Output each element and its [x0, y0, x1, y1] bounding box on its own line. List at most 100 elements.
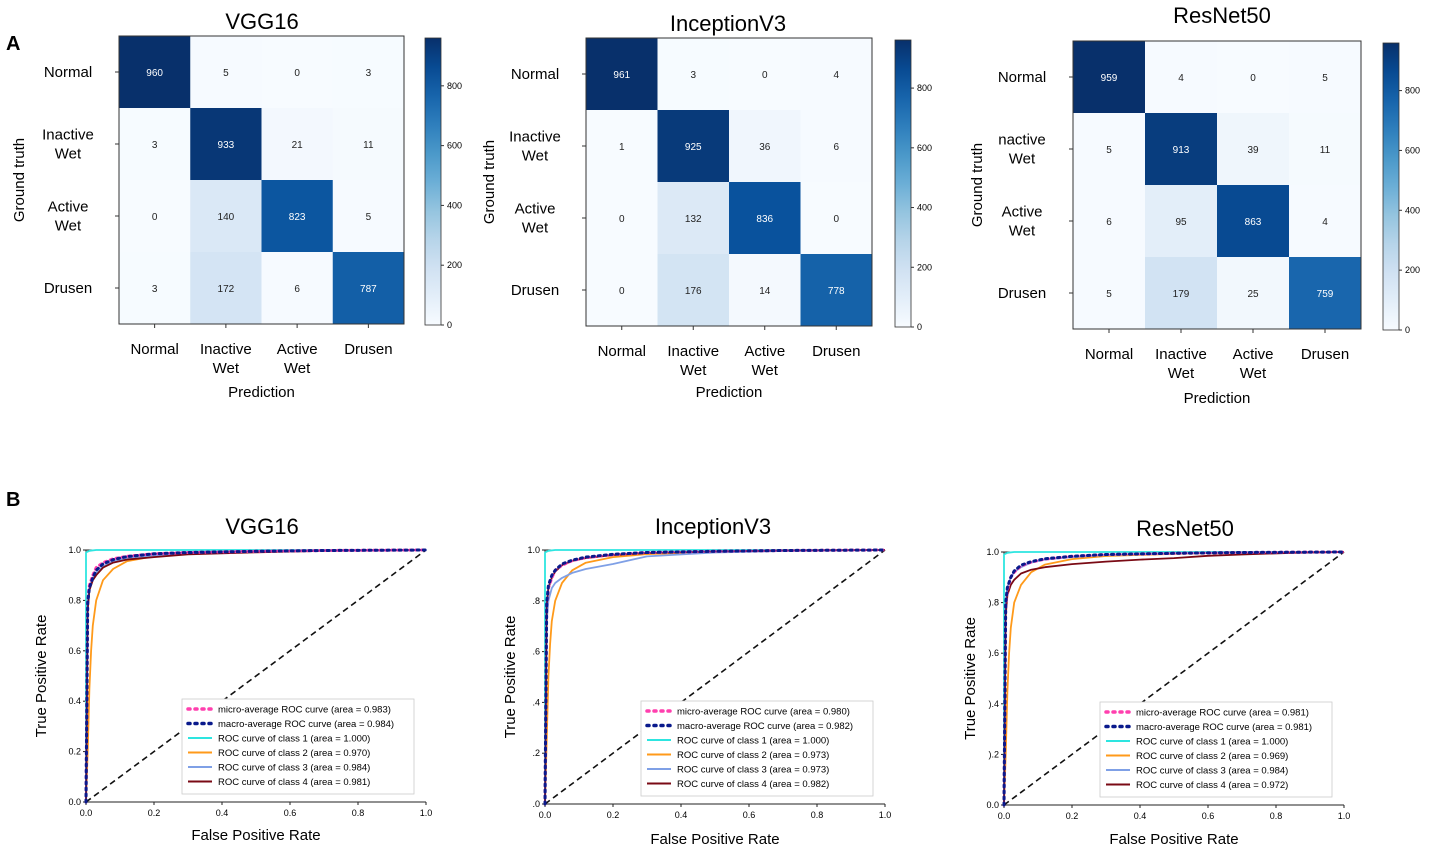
roc-chart-1: InceptionV3 0.0 0.2 0.4 0.6 0.8 1.0 .0 .2 .4 .6 .8 1… [502, 514, 891, 848]
legend-entry-label: micro-average ROC curve (area = 0.983) [218, 705, 391, 716]
y-tick-label: Normal [998, 69, 1046, 86]
colorbar-tick-label: 400 [447, 200, 462, 210]
y-tick-label: nactive [998, 132, 1046, 149]
chance-diagonal-line [1003, 551, 1345, 806]
x-tick-label: 1.0 [879, 810, 892, 820]
heatmap-cell [657, 110, 730, 183]
y-tick-label: Drusen [44, 280, 92, 297]
cell-value-label: 36 [759, 142, 771, 153]
y-axis-label: True Positive Rate [502, 616, 519, 739]
chart-title: ResNet50 [1173, 3, 1271, 28]
cell-value-label: 0 [833, 214, 839, 225]
x-tick-label: 0.2 [607, 810, 620, 820]
x-tick-label: 0.8 [811, 810, 824, 820]
legend-entry-label: micro-average ROC curve (area = 0.980) [677, 707, 850, 718]
y-tick-label: 1.0 [68, 545, 81, 555]
y-tick-label: Active [515, 201, 556, 218]
colorbar-tick-label: 0 [447, 320, 452, 330]
legend-entry-label: ROC curve of class 2 (area = 0.970) [218, 748, 370, 759]
x-tick-label: Wet [680, 362, 707, 379]
colorbar-tick-label: 600 [1405, 145, 1420, 155]
panel-label-b: B [6, 489, 20, 511]
legend-entry-label: ROC curve of class 3 (area = 0.973) [677, 765, 829, 776]
cell-value-label: 1 [619, 142, 625, 153]
y-tick-label: Wet [522, 220, 549, 237]
y-tick-label: ).4 [988, 699, 999, 709]
x-tick-label: Inactive [200, 341, 252, 358]
charts-group: 960 5 0 33 933 21 110 140 823 53 172 6 787VGG16Norma… [11, 3, 1420, 848]
roc-series-line [85, 549, 426, 802]
heatmap-cell [800, 38, 873, 111]
y-axis-label: True Positive Rate [33, 615, 50, 738]
colorbar [424, 37, 442, 326]
legend-box [181, 698, 415, 795]
heatmap-cell [190, 180, 262, 253]
x-tick-label: 0.8 [1270, 811, 1283, 821]
y-tick-label: 0.8 [68, 595, 81, 605]
cell-value-label: 959 [1101, 73, 1118, 84]
y-tick-label: Wet [1009, 223, 1036, 240]
heatmap-cell [1217, 41, 1290, 114]
heatmap-cell [1073, 113, 1146, 186]
cell-value-label: 179 [1173, 289, 1190, 300]
colorbar [1382, 42, 1400, 331]
x-axis-label: Prediction [696, 384, 763, 401]
colorbar-tick-label: 200 [917, 262, 932, 272]
cell-value-label: 4 [1178, 73, 1184, 84]
x-tick-label: 0.6 [743, 810, 756, 820]
heatmap-cell [190, 108, 262, 181]
roc-chart-2: ResNet50 0.0 0.2 0.4 0.6 0.8 1.0 0.0).2).4).6).… [962, 516, 1350, 848]
heatmap-cell [1289, 113, 1362, 186]
cell-value-label: 961 [613, 70, 630, 81]
cell-value-label: 11 [363, 140, 374, 151]
colorbar-tick-label: 200 [1405, 265, 1420, 275]
colorbar-tick-label: 200 [447, 260, 462, 270]
legend-box [1099, 701, 1333, 798]
legend-box [640, 700, 874, 797]
cell-value-label: 21 [292, 140, 304, 151]
heatmap-frame [118, 35, 405, 325]
legend-entry-label: macro-average ROC curve (area = 0.981) [1136, 722, 1312, 733]
heatmap-cell [729, 182, 801, 255]
legend-entry-label: macro-average ROC curve (area = 0.984) [218, 719, 394, 730]
y-tick-label: 0.0 [986, 800, 999, 810]
heatmap-cell [332, 108, 405, 181]
x-tick-label: Wet [284, 360, 311, 377]
heatmap-cell [261, 108, 334, 181]
y-tick-label: Drusen [998, 285, 1046, 302]
legend-entry-label: ROC curve of class 1 (area = 1.000) [218, 734, 370, 745]
heatmap-cell [729, 254, 801, 327]
cell-value-label: 960 [146, 68, 163, 79]
roc-series-line [543, 548, 887, 806]
heatmap-cell [657, 38, 730, 111]
heatmap-cell [119, 252, 191, 325]
y-axis-label: Ground truth [969, 143, 986, 227]
chart-title: InceptionV3 [670, 11, 786, 36]
legend-entry-label: ROC curve of class 4 (area = 0.981) [218, 777, 370, 788]
y-tick-label: 0.6 [68, 646, 81, 656]
cell-value-label: 95 [1175, 217, 1187, 228]
y-tick-label: Active [48, 199, 89, 216]
y-tick-label: Wet [1009, 151, 1036, 168]
cell-value-label: 0 [1250, 73, 1256, 84]
heatmap-cell [586, 38, 658, 111]
cell-value-label: 925 [685, 142, 702, 153]
x-tick-label: 0.2 [148, 808, 161, 818]
roc-series-line [1002, 550, 1346, 807]
x-tick-label: Active [1233, 346, 1274, 363]
colorbar-tick-label: 400 [917, 203, 932, 213]
x-tick-label: Normal [598, 343, 646, 360]
cell-value-label: 5 [223, 68, 229, 79]
y-tick-label: Wet [55, 218, 82, 235]
x-tick-label: Wet [213, 360, 240, 377]
cell-value-label: 823 [289, 212, 306, 223]
y-tick-label: Inactive [42, 127, 94, 144]
x-tick-label: Inactive [667, 343, 719, 360]
y-tick-label: .4 [532, 697, 540, 707]
roc-series-line [84, 548, 428, 804]
x-tick-label: Active [277, 341, 318, 358]
cell-value-label: 5 [1106, 145, 1112, 156]
heatmap-cell [657, 254, 730, 327]
heatmap-cell [1217, 257, 1290, 330]
heatmap-cell [332, 180, 405, 253]
